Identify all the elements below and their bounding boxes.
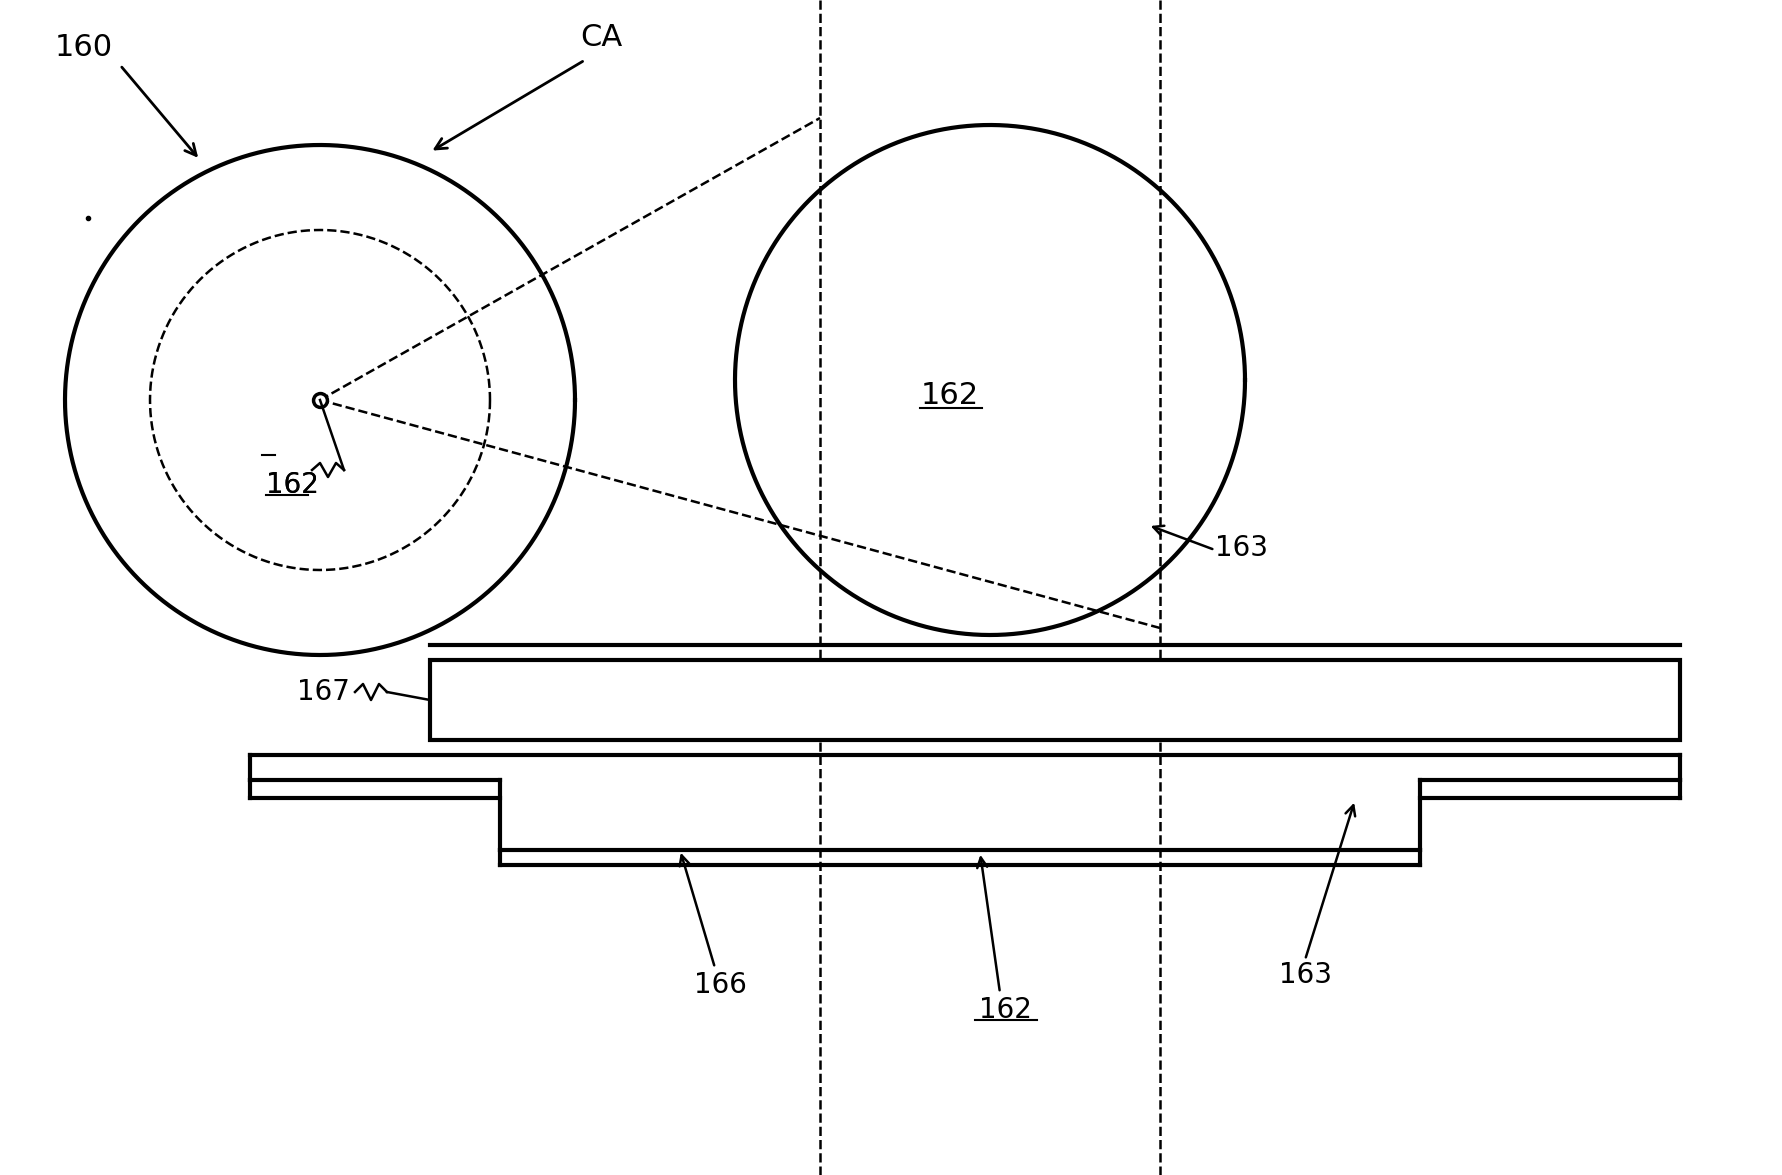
Text: 160: 160 xyxy=(55,34,112,62)
Text: 163: 163 xyxy=(1215,533,1269,562)
Text: 160: 160 xyxy=(1010,685,1069,714)
Text: 163: 163 xyxy=(1278,961,1331,989)
Text: 162: 162 xyxy=(266,471,319,499)
Bar xyxy=(429,660,1680,740)
Text: 162: 162 xyxy=(978,996,1032,1023)
Text: 166: 166 xyxy=(693,971,747,999)
Text: 162: 162 xyxy=(921,381,978,410)
Text: 167: 167 xyxy=(298,678,349,706)
Text: 162: 162 xyxy=(266,471,319,499)
Text: CA: CA xyxy=(579,24,622,53)
